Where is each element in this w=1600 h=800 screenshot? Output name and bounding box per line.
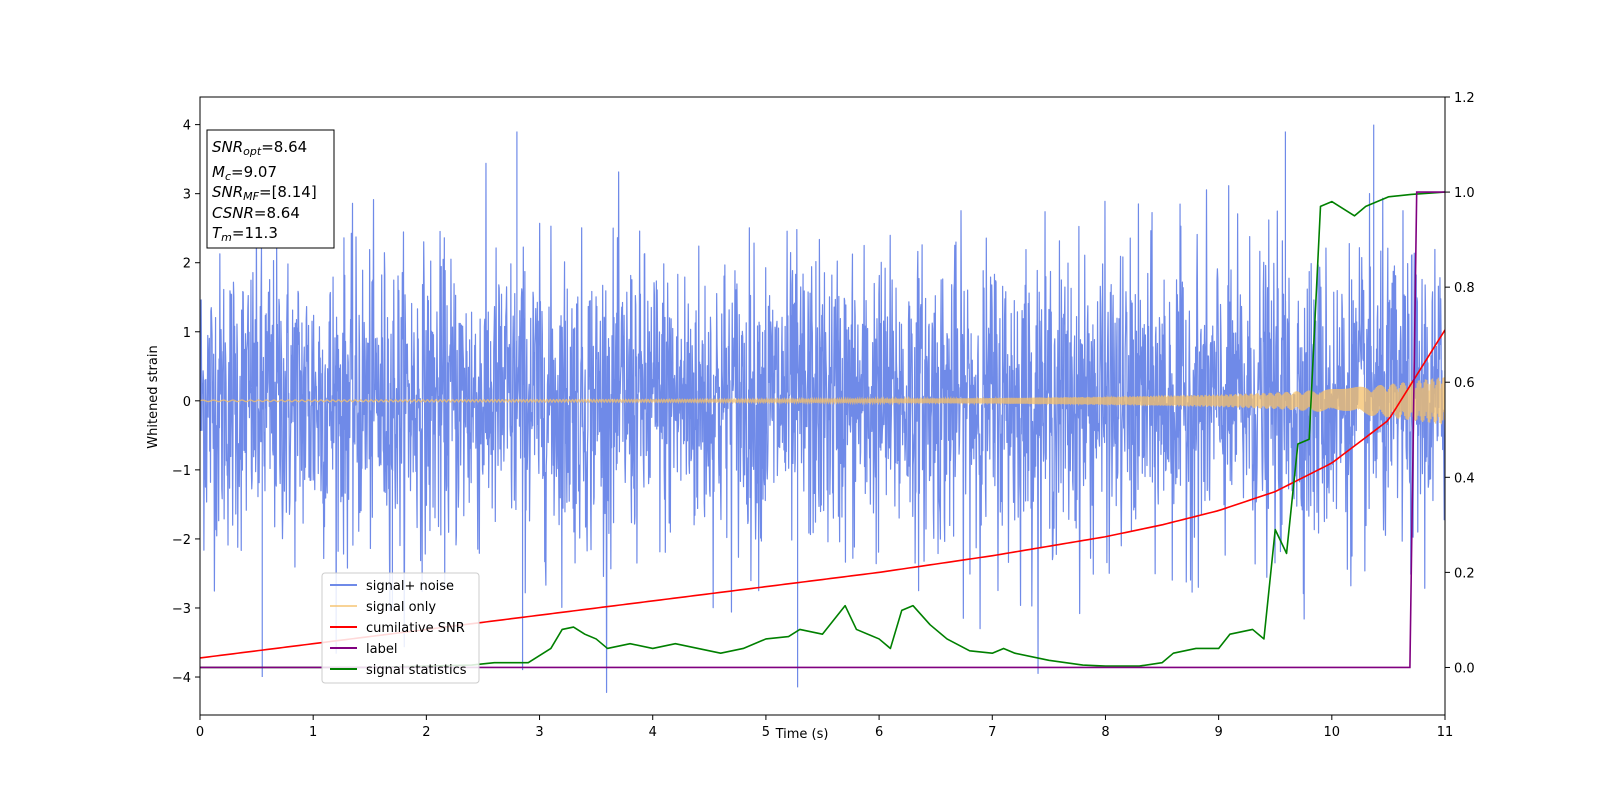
annotation-line: SNRMF=[8.14]	[212, 183, 317, 203]
annotation-frame	[206, 129, 335, 249]
legend-item-label: cumilative SNR	[366, 621, 465, 636]
series-label	[200, 191, 1445, 669]
y-axis-left: −4 −3 −2 −1 0 1 2 3 4	[172, 119, 200, 686]
series-signal-only	[200, 377, 1445, 425]
annotation-line: CSNR=8.64	[212, 204, 300, 222]
legend-item-label: signal statistics	[366, 663, 467, 678]
y-left-tick-label: 1	[183, 326, 191, 341]
legend-item-label: label	[366, 642, 397, 657]
x-axis-label: Time (s)	[775, 727, 829, 742]
y-left-tick-label: 0	[183, 395, 191, 410]
annotation-line: Mc=9.07	[212, 163, 277, 183]
y-left-tick-label: −2	[172, 533, 191, 548]
legend-item-label: signal+ noise	[366, 579, 454, 594]
annotation-line: Tm=11.3	[212, 224, 278, 244]
y-left-tick-label: 4	[183, 119, 191, 134]
series-signal-statistics	[200, 191, 1445, 669]
y-axis-label: Whitened strain	[146, 345, 161, 448]
y-right-tick-label: 0.2	[1454, 566, 1475, 581]
y-left-tick-label: −1	[172, 464, 191, 479]
plot-frame	[199, 96, 1446, 716]
series-signal-noise	[200, 124, 1445, 693]
x-tick-label: 9	[1214, 725, 1222, 740]
y-left-tick-label: −3	[172, 602, 191, 617]
x-tick-label: 2	[422, 725, 430, 740]
y-right-tick-label: 1.2	[1454, 91, 1475, 106]
x-tick-label: 4	[649, 725, 657, 740]
x-tick-label: 11	[1437, 725, 1454, 740]
x-tick-label: 10	[1324, 725, 1341, 740]
y-left-tick-label: 2	[183, 257, 191, 272]
y-right-tick-label: 0.6	[1454, 376, 1475, 391]
y-right-tick-label: 0.4	[1454, 471, 1475, 486]
legend-frame	[321, 572, 480, 684]
x-tick-label: 7	[988, 725, 996, 740]
y-right-tick-label: 0.0	[1454, 661, 1475, 676]
x-tick-label: 5	[762, 725, 770, 740]
x-tick-label: 8	[1101, 725, 1109, 740]
annotation-line: SNRopt=8.64	[212, 138, 307, 158]
y-left-tick-label: −4	[172, 671, 191, 686]
x-tick-label: 1	[309, 725, 317, 740]
y-right-tick-label: 0.8	[1454, 281, 1475, 296]
x-tick-label: 6	[875, 725, 883, 740]
legend-item-label: signal only	[366, 600, 436, 615]
y-axis-right: 0.0 0.2 0.4 0.6 0.8 1.0 1.2	[1445, 91, 1475, 676]
x-axis: 0 1 2 3 4 5 6 7 8 9 10 11	[196, 715, 1453, 740]
y-left-tick-label: 3	[183, 188, 191, 203]
y-right-tick-label: 1.0	[1454, 186, 1475, 201]
x-tick-label: 0	[196, 725, 204, 740]
x-tick-label: 3	[535, 725, 543, 740]
legend: signal+ noise signal only cumilative SNR la…	[321, 572, 480, 684]
